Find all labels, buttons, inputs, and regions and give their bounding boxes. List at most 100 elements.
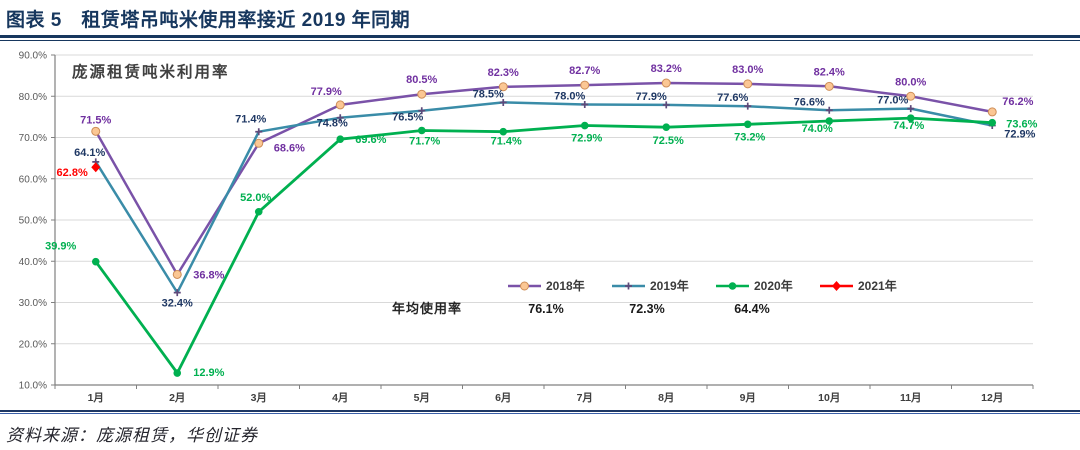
data-label: 78.5% <box>473 88 504 100</box>
data-label: 62.8% <box>57 167 88 179</box>
marker-plus <box>255 128 263 136</box>
data-label: 52.0% <box>240 192 271 204</box>
series-2019年: 64.1% 32.4% 71.4% 74.8% 76.5% 78.5% 78.0% 77.9%… <box>74 88 1036 309</box>
legend-label: 2019年 <box>650 278 689 293</box>
data-label: 64.1% <box>74 147 105 159</box>
marker-circle <box>417 89 427 99</box>
y-tick-label: 70.0% <box>19 133 47 144</box>
marker-circle <box>661 78 671 88</box>
marker-dot <box>499 127 508 136</box>
y-axis-labels: 10.0% 20.0% 30.0% 40.0% 50.0% 60.0% 70.0% 80.0%… <box>19 51 47 392</box>
avg-row-value: 76.1% <box>528 302 563 316</box>
data-label: 82.4% <box>814 66 845 78</box>
marker-plus <box>336 114 344 122</box>
data-label: 74.8% <box>317 118 348 130</box>
x-tick-label: 2月 <box>169 392 185 404</box>
data-label: 80.0% <box>895 76 926 88</box>
data-label: 69.6% <box>355 134 386 146</box>
marker-plus <box>907 105 915 113</box>
legend: 2018年 2019年 2020年 2021年 <box>508 278 897 293</box>
marker-circle <box>254 138 264 148</box>
series-2021年: 62.8% <box>57 162 101 179</box>
x-tick-label: 5月 <box>414 392 430 404</box>
avg-row-label: 年均使用率 <box>392 301 462 316</box>
legend-label: 2018年 <box>546 278 585 293</box>
x-tick-label: 10月 <box>818 392 840 404</box>
legend-label: 2021年 <box>858 278 897 293</box>
marker-dot <box>988 118 997 127</box>
x-tick-label: 11月 <box>900 392 922 404</box>
data-label: 12.9% <box>193 367 224 379</box>
marker-dot <box>743 120 752 129</box>
marker-plus <box>581 101 589 108</box>
series-line <box>94 101 994 294</box>
data-label: 39.9% <box>45 241 76 253</box>
data-label: 73.6% <box>1006 119 1037 131</box>
marker-dot <box>336 135 345 143</box>
data-label: 73.2% <box>734 131 765 143</box>
axes <box>51 54 1034 389</box>
x-tick-label: 6月 <box>495 392 511 404</box>
data-label: 32.4% <box>162 298 193 310</box>
marker-circle <box>91 126 101 136</box>
series-2018年: 71.5% 36.8% 68.6% 77.9% 80.5% 82.3% 82.7% 83.2%… <box>80 63 1034 281</box>
marker-circle <box>498 82 508 92</box>
avg-usage-row: 年均使用率 76.1% 72.3% 64.4% <box>392 301 770 316</box>
x-tick-label: 7月 <box>577 392 593 404</box>
legend-item-2019年: 2019年 <box>612 278 689 293</box>
source-text: 资料来源：庞源租赁，华创证券 <box>6 426 258 445</box>
legend-item-2021年: 2021年 <box>820 278 897 293</box>
legend-item-2018年: 2018年 <box>508 278 585 293</box>
y-tick-label: 20.0% <box>19 339 47 350</box>
y-tick-label: 50.0% <box>19 216 47 227</box>
data-label: 36.8% <box>193 269 224 281</box>
x-tick-label: 3月 <box>251 392 267 404</box>
footer-rule <box>0 410 1080 414</box>
data-label: 77.0% <box>877 95 908 107</box>
data-label: 72.9% <box>571 133 602 145</box>
header-double-rule <box>0 35 1080 41</box>
marker-plus <box>418 107 426 115</box>
marker-plus <box>625 282 632 290</box>
x-tick-label: 9月 <box>740 392 756 404</box>
marker-dot <box>580 121 589 130</box>
gridlines <box>55 54 1033 386</box>
avg-row-value: 64.4% <box>734 302 769 316</box>
data-label: 77.6% <box>717 92 748 104</box>
y-tick-label: 30.0% <box>19 298 47 309</box>
y-tick-label: 40.0% <box>19 257 47 268</box>
series-line <box>94 81 994 276</box>
data-label: 71.4% <box>235 114 266 126</box>
x-tick-label: 12月 <box>981 392 1003 404</box>
x-tick-label: 1月 <box>88 392 104 404</box>
marker-circle <box>580 80 590 90</box>
marker-dot <box>662 123 671 131</box>
data-label: 72.5% <box>653 135 684 147</box>
marker-circle <box>987 107 997 117</box>
marker-circle <box>824 81 834 91</box>
x-tick-label: 8月 <box>658 392 674 404</box>
marker-dot <box>906 114 915 122</box>
utilization-line-chart: 10.0% 20.0% 30.0% 40.0% 50.0% 60.0% 70.0% 80.0%… <box>19 51 1038 405</box>
data-label: 82.7% <box>569 65 600 77</box>
chart-inner-title: 庞源租赁吨米利用率 <box>72 62 230 81</box>
legend-item-2020年: 2020年 <box>716 278 793 293</box>
marker-dot <box>825 117 834 125</box>
y-tick-label: 90.0% <box>19 51 47 62</box>
marker-plus <box>744 102 752 110</box>
series-2020年: 39.9% 12.9% 52.0% 69.6% 71.7% 71.4% 72.9% 72.5%… <box>45 114 1038 379</box>
marker-circle <box>743 79 753 89</box>
data-label: 82.3% <box>488 67 519 79</box>
data-label: 74.7% <box>893 120 924 132</box>
marker-dot <box>91 257 100 266</box>
y-tick-label: 60.0% <box>19 174 47 185</box>
data-label: 68.6% <box>274 142 305 154</box>
data-label: 77.9% <box>636 91 667 103</box>
marker-plus <box>662 101 670 109</box>
marker-circle <box>172 269 182 279</box>
marker-diamond <box>91 162 101 173</box>
marker-plus <box>825 106 833 114</box>
avg-row-value: 72.3% <box>629 302 664 316</box>
marker-dot <box>254 207 263 216</box>
x-tick-label: 4月 <box>332 392 348 404</box>
